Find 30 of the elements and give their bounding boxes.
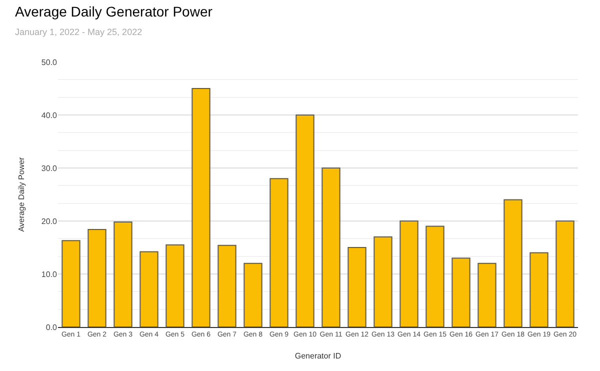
bar — [452, 258, 470, 327]
bar — [530, 252, 548, 327]
bar — [348, 247, 366, 327]
bar — [556, 220, 574, 327]
bar — [244, 262, 262, 327]
bar — [62, 240, 80, 327]
chart-title: Average Daily Generator Power — [15, 4, 213, 20]
bar — [218, 244, 236, 327]
y-axis-title: Average Daily Power — [17, 156, 26, 232]
y-tick-label: 50.0 — [41, 58, 58, 67]
bar — [478, 262, 496, 327]
bar — [400, 220, 418, 327]
y-tick-label: 30.0 — [41, 164, 58, 173]
y-tick-label: 10.0 — [41, 270, 58, 279]
bar — [166, 244, 184, 327]
bar — [192, 88, 210, 327]
bar — [504, 199, 522, 327]
y-tick-label: 40.0 — [41, 110, 58, 120]
bar — [140, 251, 158, 327]
y-tick-label: 0.0 — [46, 322, 58, 332]
bar — [322, 168, 340, 327]
bar — [374, 236, 392, 327]
bar — [114, 222, 132, 327]
bar — [426, 226, 444, 327]
y-tick-label: 20.0 — [41, 216, 58, 226]
bar — [296, 114, 314, 327]
bar — [88, 228, 106, 327]
x-axis-title: Generator ID — [294, 352, 342, 360]
bar — [270, 178, 288, 327]
chart-subtitle: January 1, 2022 - May 25, 2022 — [15, 26, 142, 37]
